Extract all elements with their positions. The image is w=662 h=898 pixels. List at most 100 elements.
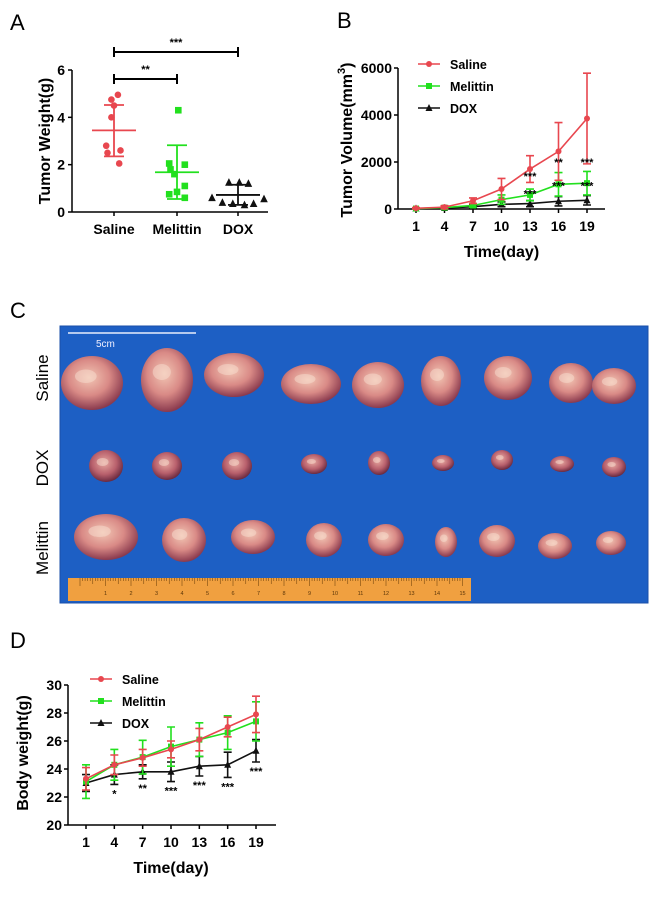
dox-point [249,199,258,208]
x-tick-label: DOX [223,221,254,237]
tumor-highlight [372,457,381,463]
scale-bar-label: 5cm [96,339,115,350]
significance-label: ** [554,157,563,169]
dox-point [252,746,260,754]
x-tick-label: 10 [494,218,510,234]
chart-d-body-weight: 20 22 24 26 28 30 1 4 7 10 13 16 19 Time(day) Body wei… [15,673,276,877]
saline-point [441,204,448,211]
tumor-saline [204,353,264,397]
significance-label: *** [221,781,235,793]
y-tick-label: 28 [46,705,62,721]
ruler-number: 4 [180,591,183,597]
melittin-point [165,190,173,198]
saline-point [108,114,115,121]
tumor-highlight [217,364,239,375]
significance-label: *** [524,171,538,183]
saline-point [104,149,111,157]
tumor-dox [152,452,182,480]
tumor-highlight [601,377,618,386]
saline-point [111,761,118,768]
x-tick-label: 7 [139,834,147,850]
melittin-point [555,181,562,188]
ruler-number: 11 [358,591,364,597]
tumor-melittin [479,525,515,557]
y-tick-label: 20 [46,817,62,833]
tumor-dox [602,457,626,477]
y-tick-label: 0 [57,204,65,220]
tumor-dox [368,451,390,475]
ruler-number: 5 [206,591,209,597]
x-tick-label: 4 [441,218,449,234]
y-tick-label: 4 [57,109,65,125]
saline-point [102,142,110,150]
panel-label-a: A [10,10,25,35]
melittin-point [181,182,189,190]
tumor-highlight [96,458,109,466]
saline-point [224,724,231,730]
tumor-melittin [596,531,626,555]
significance-label: *** [250,766,264,778]
melittin-point [470,202,476,209]
tumor-dox [301,454,327,474]
y-tick-label: 6000 [361,60,392,76]
dox-point [583,196,591,204]
tumor-highlight [376,532,389,540]
ruler-number: 9 [308,591,311,597]
x-tick-label: Melittin [153,221,202,237]
y-axis-label: Tumor Volume(mm3) [336,63,356,218]
y-tick-label: 0 [384,201,392,217]
dox-point [229,199,237,208]
y-axis-label-end: ) [339,63,356,68]
saline-point [413,205,419,212]
tumor-saline [141,348,193,412]
tumor-highlight [306,459,316,464]
significance-label: ** [141,64,150,76]
dox-point [235,178,244,186]
dox-point [555,197,562,205]
tumor-highlight [555,460,564,464]
tumor-highlight [607,462,616,467]
tumor-saline [281,364,341,404]
saline-point [584,115,590,122]
tumor-highlight [545,539,558,546]
ruler-number: 13 [408,591,414,597]
tumor-highlight [158,459,170,466]
tumor-highlight [558,373,575,383]
tumor-saline [592,368,636,404]
tumor-highlight [74,369,97,383]
legend-marker-dox [97,719,105,726]
x-tick-label: 7 [469,218,477,234]
tumor-saline [549,363,593,403]
dox-point [208,193,216,202]
y-axis-label: Body weight(g) [15,695,32,811]
dox-point [195,762,203,770]
tumor-saline [484,356,532,400]
saline-point [139,754,146,761]
y-tick-label: 2 [57,157,65,173]
tumor-melittin [306,523,342,557]
tumor-dox [432,455,454,471]
y-axis-label-text: Tumor Volume(mm [339,74,356,217]
melittin-point [175,106,182,114]
panel-label-b: B [337,8,352,33]
saline-point [555,148,562,155]
legend-label-saline: Saline [450,58,487,72]
significance-bracket [113,47,239,57]
y-axis-label: Tumor Weight(g) [37,78,54,205]
x-tick-label: 1 [412,218,420,234]
ruler-number: 10 [332,591,338,597]
x-tick-label: 13 [522,218,538,234]
chart-b-tumor-volume: 0 2000 4000 6000 1 4 7 10 13 16 19 Time(day) Tumor V… [336,58,605,261]
significance-label: *** [581,181,595,193]
y-tick-label: 24 [46,761,62,777]
tumor-melittin [368,524,404,556]
legend-marker-dox [425,104,433,111]
dox-point [218,198,227,206]
x-tick-label: 16 [220,834,236,850]
tumor-dox [222,452,252,480]
melittin-point [527,191,533,198]
row-label-melittin: Melittin [33,521,52,575]
tumor-highlight [495,455,504,460]
